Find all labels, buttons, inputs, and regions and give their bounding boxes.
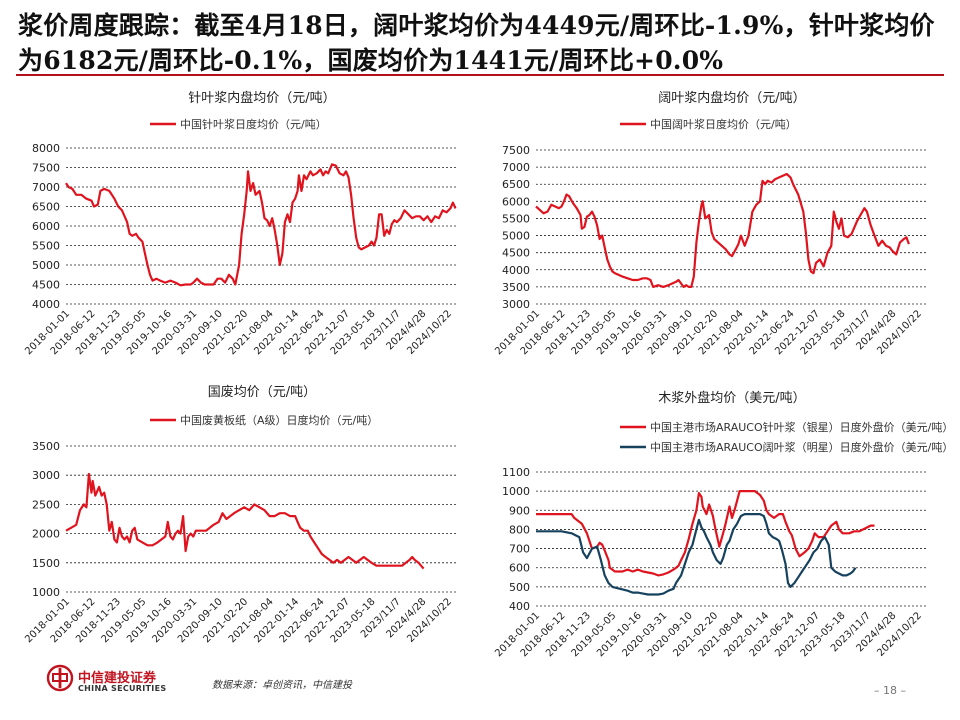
data-source: 数据来源：卓创资讯，中信建投 [212,680,352,691]
brand-name-cn: 中信建投证券 [78,671,157,686]
y-tick-label: 3500 [502,281,530,294]
y-tick-label: 6000 [502,195,530,208]
y-tick-label: 5000 [32,259,60,272]
legend-label: 中国废黄板纸（A级）日度均价（元/吨） [180,413,378,427]
y-tick-label: 2500 [32,498,60,511]
y-tick-label: 500 [509,581,530,594]
y-tick-label: 6000 [32,220,60,233]
y-tick-label: 7500 [32,162,60,175]
series-line [536,490,875,577]
y-tick-label: 1500 [32,557,60,570]
y-tick-label: 7500 [502,144,530,157]
y-tick-label: 4000 [502,264,530,277]
series-line [65,472,425,570]
legend-label: 中国主港市场ARAUCO针叶浆（银星）日度外盘价（美元/吨） [650,420,953,434]
y-tick-label: 5000 [502,230,530,243]
page-title: 浆价周度跟踪：截至4月18日，阔叶浆均价为4449元/周环比-1.9%，针叶浆均… [18,11,935,75]
y-tick-label: 1000 [502,485,530,498]
y-tick-label: 3500 [32,440,60,453]
y-tick-label: 3000 [32,469,60,482]
import-pulp-price-chart: 木浆外盘均价（美元/吨） 中国主港市场ARAUCO针叶浆（银星）日度外盘价（美元/… [493,390,953,659]
legend-label: 中国阔叶浆日度均价（元/吨） [650,117,797,131]
y-tick-label: 6500 [32,201,60,214]
chart-title: 针叶浆内盘均价（元/吨） [188,90,335,106]
chart-title: 国废均价（元/吨） [208,384,316,400]
y-tick-label: 2000 [32,528,60,541]
y-tick-label: 7000 [502,161,530,174]
y-tick-label: 4500 [32,279,60,292]
y-tick-label: 1100 [502,466,530,479]
series-line [65,163,457,287]
y-tick-label: 8000 [32,142,60,155]
y-tick-label: 700 [509,543,530,556]
series-line [536,513,857,596]
y-tick-label: 400 [509,600,530,613]
softwood-price-chart: 针叶浆内盘均价（元/吨） 中国针叶浆日度均价（元/吨） 4000 4500 5000 55… [23,90,458,357]
y-tick-label: 4500 [502,247,530,260]
legend-label: 中国主港市场ARAUCO阔叶浆（明星）日度外盘价（美元/吨） [650,440,953,454]
y-tick-label: 6500 [502,178,530,191]
china-securities-logo-icon [46,664,74,692]
y-tick-label: 800 [509,523,530,536]
y-tick-label: 3000 [502,298,530,311]
y-tick-label: 900 [509,504,530,517]
hardwood-price-chart: 阔叶浆内盘均价（元/吨） 中国阔叶浆日度均价（元/吨） 3000 3500 4000 45… [493,90,928,357]
y-tick-label: 5500 [32,240,60,253]
y-tick-label: 7000 [32,181,60,194]
chart-title: 木浆外盘均价（美元/吨） [658,390,805,406]
series-line [535,172,910,288]
waste-paper-price-chart: 国废均价（元/吨） 中国废黄板纸（A级）日度均价（元/吨） 1000 1500 2000… [23,384,458,645]
y-tick-label: 5500 [502,212,530,225]
y-tick-label: 600 [509,562,530,575]
chart-title: 阔叶浆内盘均价（元/吨） [658,90,805,106]
brand-name-en: CHINA SECURITIES [78,684,167,693]
y-tick-label: 4000 [32,298,60,311]
legend-label: 中国针叶浆日度均价（元/吨） [180,117,327,131]
title-divider [16,74,944,76]
page-number: – 18 – [874,684,906,697]
y-tick-label: 1000 [32,586,60,599]
